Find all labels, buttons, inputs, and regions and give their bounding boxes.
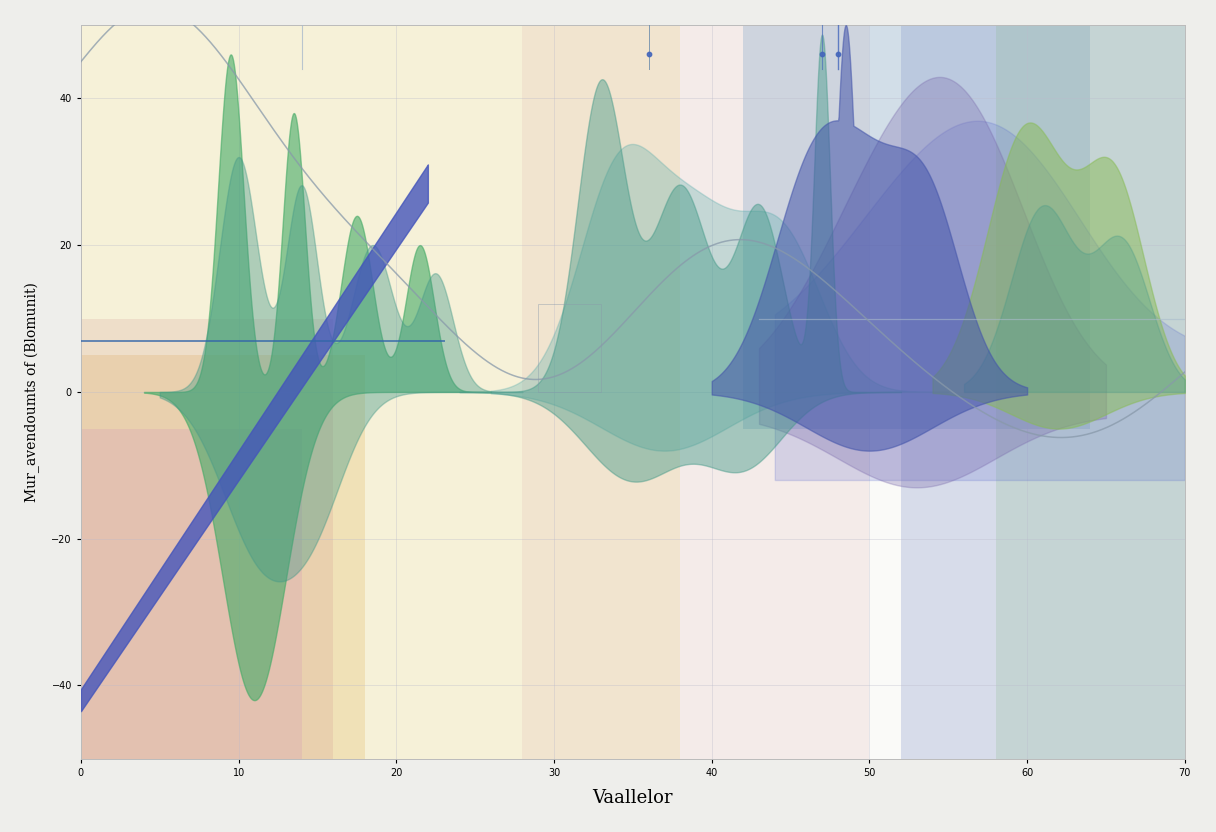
Bar (81, 25, 680, 759)
Bar (81, 428, 302, 759)
Point (812, 47, 832, 61)
Bar (901, 25, 1184, 759)
Bar (523, 25, 869, 759)
X-axis label: Vaallelor: Vaallelor (592, 789, 674, 807)
Bar (81, 319, 333, 759)
Bar (539, 304, 602, 392)
Y-axis label: Mur_avendoumts of (Blomunit): Mur_avendoumts of (Blomunit) (26, 282, 40, 502)
Bar (743, 25, 1091, 428)
Point (828, 47, 848, 61)
Point (638, 47, 658, 61)
Bar (996, 25, 1216, 759)
Bar (81, 355, 365, 759)
